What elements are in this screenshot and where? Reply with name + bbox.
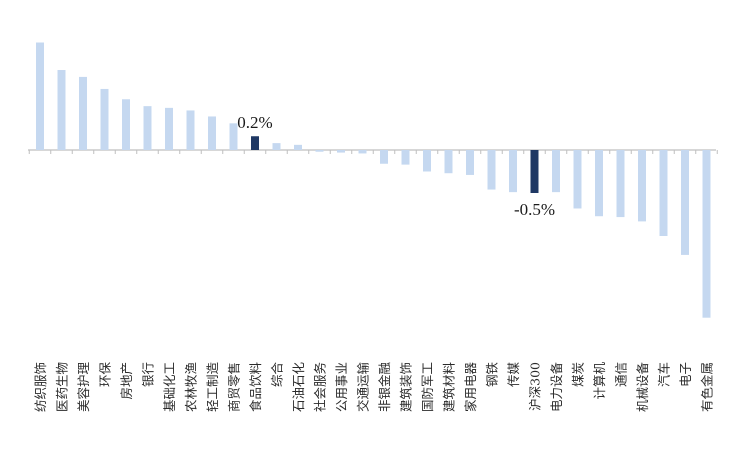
category-labels-group: 纺织服饰 医药生物 美容护理 环保 房地产 银行 基础化工 农林牧渔 轻工制造 商贸零售 食品饮料综… [33, 362, 715, 413]
category-label: 汽车 [657, 362, 672, 387]
category-label: 交通运输 [356, 362, 371, 413]
bar-公用事业 [337, 150, 345, 153]
category-label: 非银金融 [377, 362, 392, 413]
category-label: 传媒 [506, 362, 521, 388]
bar-石油石化 [294, 144, 302, 150]
category-label: 纺织服饰 [33, 362, 48, 412]
bar-食品饮料 [251, 136, 259, 150]
bar-电子 [681, 150, 689, 255]
category-label: 公用事业 [334, 362, 349, 412]
category-label: 电子 [678, 362, 693, 387]
category-label: 家用电器 [463, 362, 478, 413]
bar-机械设备 [638, 150, 646, 222]
category-label: 农林牧渔 [184, 362, 199, 412]
category-label: 电力设备 [549, 362, 564, 413]
data-label: -0.5% [514, 200, 555, 219]
bar-汽车 [659, 150, 668, 236]
category-label: 有色金属 [700, 362, 715, 412]
bar-钢铁 [487, 150, 496, 190]
category-label: 医药生物 [55, 362, 70, 412]
bar-电力设备 [552, 150, 560, 193]
category-label: 石油石化 [291, 362, 306, 413]
bar-通信 [616, 150, 625, 218]
bar-建筑装饰 [401, 150, 410, 165]
bar-交通运输 [358, 150, 367, 154]
category-label: 商贸零售 [227, 362, 242, 412]
category-label: 银行 [141, 362, 156, 387]
bar-计算机 [595, 150, 603, 217]
category-label: 美容护理 [76, 362, 91, 413]
bar-建筑材料 [444, 150, 453, 174]
bar-煤炭 [573, 150, 582, 209]
bar-轻工制造 [208, 116, 216, 150]
bars-group [28, 42, 718, 318]
bar-国防军工 [423, 150, 431, 172]
bar-纺织服饰 [36, 42, 44, 150]
category-label: 轻工制造 [205, 362, 220, 413]
category-label: 基础化工 [162, 362, 177, 412]
bar-银行 [143, 106, 152, 150]
bar-沪深300 [530, 150, 539, 193]
bar-家用电器 [466, 150, 474, 175]
category-label: 国防军工 [420, 362, 435, 412]
category-label: 建筑装饰 [399, 362, 414, 412]
category-label: 食品饮料 [248, 362, 263, 413]
category-label: 社会服务 [313, 362, 328, 412]
category-label: 通信 [614, 362, 629, 387]
bar-房地产 [122, 99, 130, 150]
bar-医药生物 [57, 70, 66, 150]
bar-传媒 [509, 150, 517, 193]
category-label: 房地产 [119, 362, 134, 400]
bar-综合 [272, 143, 281, 150]
bar-非银金融 [380, 150, 388, 164]
bar-基础化工 [165, 107, 173, 150]
data-label: 0.2% [237, 113, 272, 132]
category-label: 计算机 [592, 362, 607, 400]
category-label: 建筑材料 [442, 362, 457, 413]
category-label: 环保 [98, 362, 113, 388]
category-label: 机械设备 [635, 362, 650, 413]
bar-美容护理 [79, 76, 87, 150]
bar-社会服务 [315, 150, 324, 152]
bar-有色金属 [702, 150, 711, 318]
category-label: 沪深300 [528, 362, 543, 411]
category-label: 钢铁 [485, 362, 500, 388]
category-label: 综合 [270, 362, 285, 388]
data-labels-group: 0.2% -0.5% [237, 113, 555, 219]
bar-农林牧渔 [186, 110, 195, 150]
bar-商贸零售 [229, 123, 238, 150]
category-label: 煤炭 [571, 362, 586, 387]
bar-环保 [100, 88, 109, 150]
